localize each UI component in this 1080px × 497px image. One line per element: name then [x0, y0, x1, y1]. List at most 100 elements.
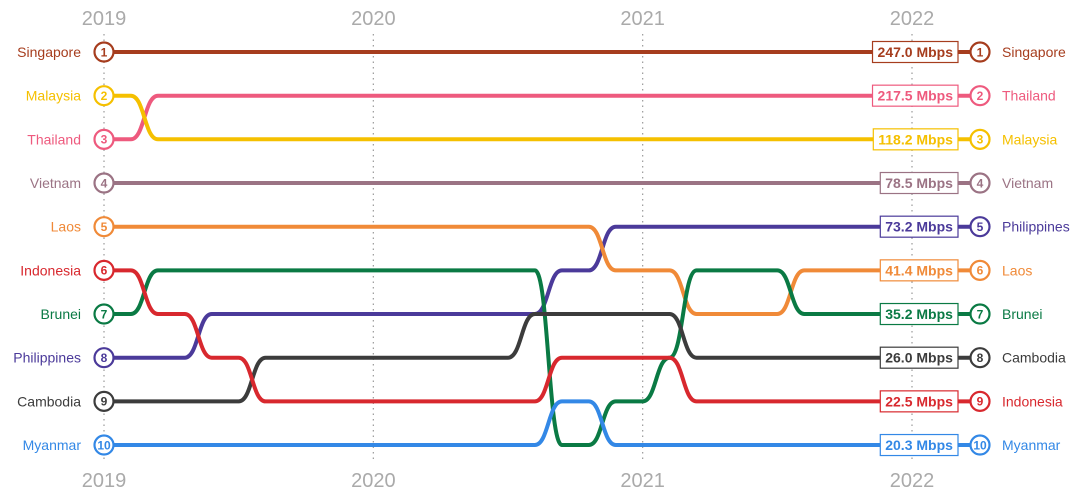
year-label-top-2021: 2021 [620, 8, 665, 30]
series-line-indonesia [102, 268, 982, 404]
right-country-label-brunei: Brunei [1002, 306, 1042, 322]
left-rank-number-cambodia: 9 [101, 395, 108, 409]
value-label-laos: 41.4 Mbps [885, 262, 953, 278]
year-label-top-2022: 2022 [890, 8, 935, 30]
left-rank-circle-indonesia [93, 259, 115, 281]
year-label-bottom-2021: 2021 [620, 470, 665, 492]
year-labels-top: 2019 2020 2021 2022 [82, 8, 935, 30]
value-label-indonesia: 22.5 Mbps [885, 393, 953, 409]
right-country-label-philippines: Philippines [1002, 219, 1070, 235]
right-country-label-vietnam: Vietnam [1002, 175, 1053, 191]
year-label-bottom-2020: 2020 [351, 470, 396, 492]
left-rank-circle-vietnam [93, 172, 115, 194]
value-box-laos [879, 259, 959, 282]
right-rank-number-laos: 6 [977, 264, 984, 278]
right-rank-circle-singapore [969, 41, 991, 63]
left-country-label-cambodia: Cambodia [17, 393, 81, 409]
grid-layer [103, 34, 913, 462]
right-rank-circle-indonesia [969, 390, 991, 412]
value-box-philippines [879, 215, 959, 238]
year-label-bottom-2019: 2019 [82, 470, 127, 492]
right-rank-number-myanmar: 10 [973, 438, 987, 452]
left-rank-number-myanmar: 10 [97, 438, 111, 452]
right-country-label-myanmar: Myanmar [1002, 437, 1061, 453]
right-rank-circle-cambodia [969, 347, 991, 369]
left-rank-number-laos: 5 [101, 220, 108, 234]
value-box-indonesia [879, 390, 959, 413]
value-box-vietnam [879, 171, 959, 195]
left-rank-number-brunei: 7 [101, 307, 108, 321]
left-rank-circle-malaysia [93, 85, 115, 107]
left-rank-circle-myanmar [93, 434, 115, 456]
right-rank-number-singapore: 1 [977, 45, 984, 59]
left-country-label-thailand: Thailand [27, 131, 81, 147]
right-rank-circle-laos [969, 259, 991, 281]
series-line-thailand [102, 93, 982, 142]
right-country-label-laos: Laos [1002, 262, 1032, 278]
value-label-brunei: 35.2 Mbps [885, 306, 953, 322]
value-box-thailand [871, 84, 959, 107]
left-rank-number-philippines: 8 [101, 351, 108, 365]
value-label-philippines: 73.2 Mbps [885, 219, 953, 235]
right-rank-markers: 247.0 Mbps 1 Singapore 217.5 Mbps 2 Thailand 1… [871, 40, 1070, 457]
value-box-brunei [879, 302, 959, 326]
left-rank-circle-philippines [93, 347, 115, 369]
value-label-vietnam: 78.5 Mbps [885, 175, 953, 191]
value-box-myanmar [879, 433, 959, 457]
left-country-label-indonesia: Indonesia [20, 262, 81, 278]
right-rank-number-thailand: 2 [977, 89, 984, 103]
left-country-label-vietnam: Vietnam [30, 175, 81, 191]
value-box-cambodia [879, 346, 959, 369]
right-country-label-indonesia: Indonesia [1002, 393, 1063, 409]
left-rank-number-indonesia: 6 [101, 264, 108, 278]
year-label-bottom-2022: 2022 [890, 470, 935, 492]
year-label-top-2020: 2020 [351, 8, 396, 30]
value-label-cambodia: 26.0 Mbps [885, 350, 953, 366]
left-country-label-myanmar: Myanmar [23, 437, 82, 453]
value-box-malaysia [872, 128, 959, 151]
left-country-label-laos: Laos [51, 219, 81, 235]
right-rank-circle-philippines [969, 216, 991, 238]
right-rank-circle-thailand [969, 85, 991, 107]
left-country-label-philippines: Philippines [13, 350, 81, 366]
left-rank-circle-brunei [93, 303, 115, 325]
series-line-brunei [102, 268, 982, 447]
left-country-label-singapore: Singapore [17, 44, 81, 60]
left-country-label-malaysia: Malaysia [26, 88, 81, 104]
series-lines [102, 50, 982, 447]
right-rank-number-malaysia: 3 [977, 133, 984, 147]
left-rank-number-thailand: 3 [101, 133, 108, 147]
left-rank-number-singapore: 1 [101, 45, 108, 59]
left-rank-circle-singapore [93, 41, 115, 63]
right-rank-circle-myanmar [969, 434, 991, 456]
value-box-singapore [871, 40, 959, 64]
left-country-label-brunei: Brunei [41, 306, 81, 322]
right-rank-number-philippines: 5 [977, 220, 984, 234]
right-rank-number-cambodia: 8 [977, 351, 984, 365]
right-rank-circle-malaysia [969, 128, 991, 150]
right-rank-number-indonesia: 9 [977, 395, 984, 409]
left-rank-circle-laos [93, 216, 115, 238]
right-rank-circle-brunei [969, 303, 991, 325]
value-label-myanmar: 20.3 Mbps [885, 437, 953, 453]
right-rank-number-vietnam: 4 [977, 176, 984, 190]
right-rank-circle-vietnam [969, 172, 991, 194]
series-line-malaysia [102, 93, 982, 142]
left-rank-markers: Singapore 1 Thailand 3 Malaysia 2 Vietnam 4 Phil… [13, 41, 115, 456]
right-country-label-cambodia: Cambodia [1002, 350, 1066, 366]
right-country-label-malaysia: Malaysia [1002, 131, 1057, 147]
right-rank-number-brunei: 7 [977, 307, 984, 321]
left-rank-number-vietnam: 4 [101, 176, 108, 190]
value-label-malaysia: 118.2 Mbps [878, 131, 953, 147]
left-rank-circle-thailand [93, 128, 115, 150]
right-country-label-singapore: Singapore [1002, 44, 1066, 60]
value-label-thailand: 217.5 Mbps [878, 88, 954, 104]
year-label-top-2019: 2019 [82, 8, 127, 30]
year-labels-bottom: 2019 2020 2021 2022 [82, 470, 935, 492]
series-line-myanmar [102, 399, 982, 447]
value-label-singapore: 247.0 Mbps [878, 44, 954, 60]
right-country-label-thailand: Thailand [1002, 88, 1056, 104]
left-rank-circle-cambodia [93, 390, 115, 412]
left-rank-number-malaysia: 2 [101, 89, 108, 103]
